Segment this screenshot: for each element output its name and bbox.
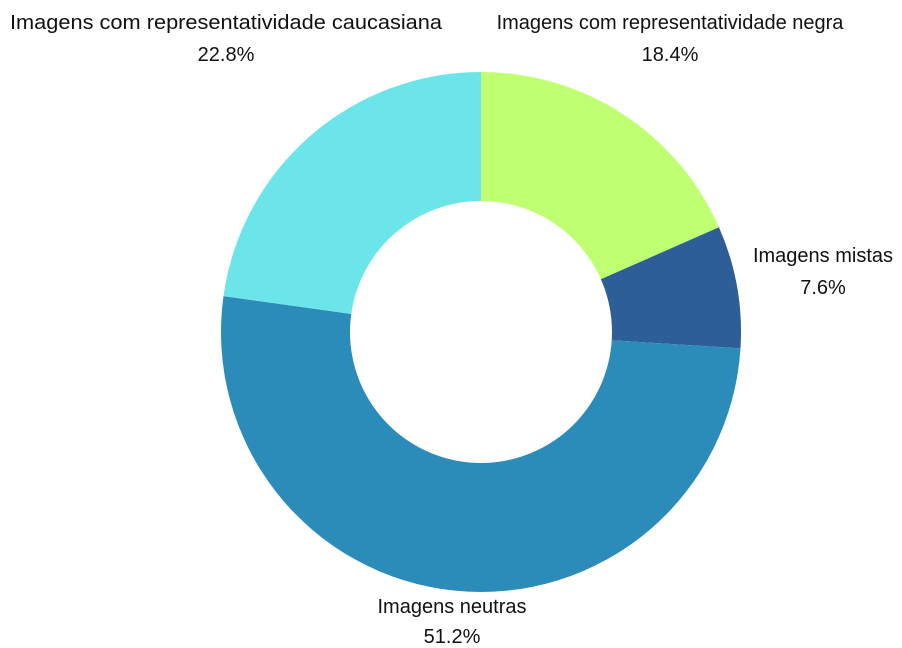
slice-label-mistas: Imagens mistas: [753, 245, 893, 267]
slice-label-caucasiana: Imagens com representatividade caucasian…: [10, 12, 443, 34]
labels-layer: Imagens com representatividade negra 18.…: [10, 12, 893, 648]
slice-value-caucasiana: 22.8%: [198, 44, 255, 66]
donut-hole: [350, 201, 612, 463]
slice-label-negra: Imagens com representatividade negra: [497, 12, 845, 34]
slice-value-mistas: 7.6%: [800, 277, 846, 299]
slice-value-neutras: 51.2%: [424, 626, 481, 648]
slice-value-negra: 18.4%: [642, 44, 699, 66]
slice-label-neutras: Imagens neutras: [378, 596, 527, 618]
